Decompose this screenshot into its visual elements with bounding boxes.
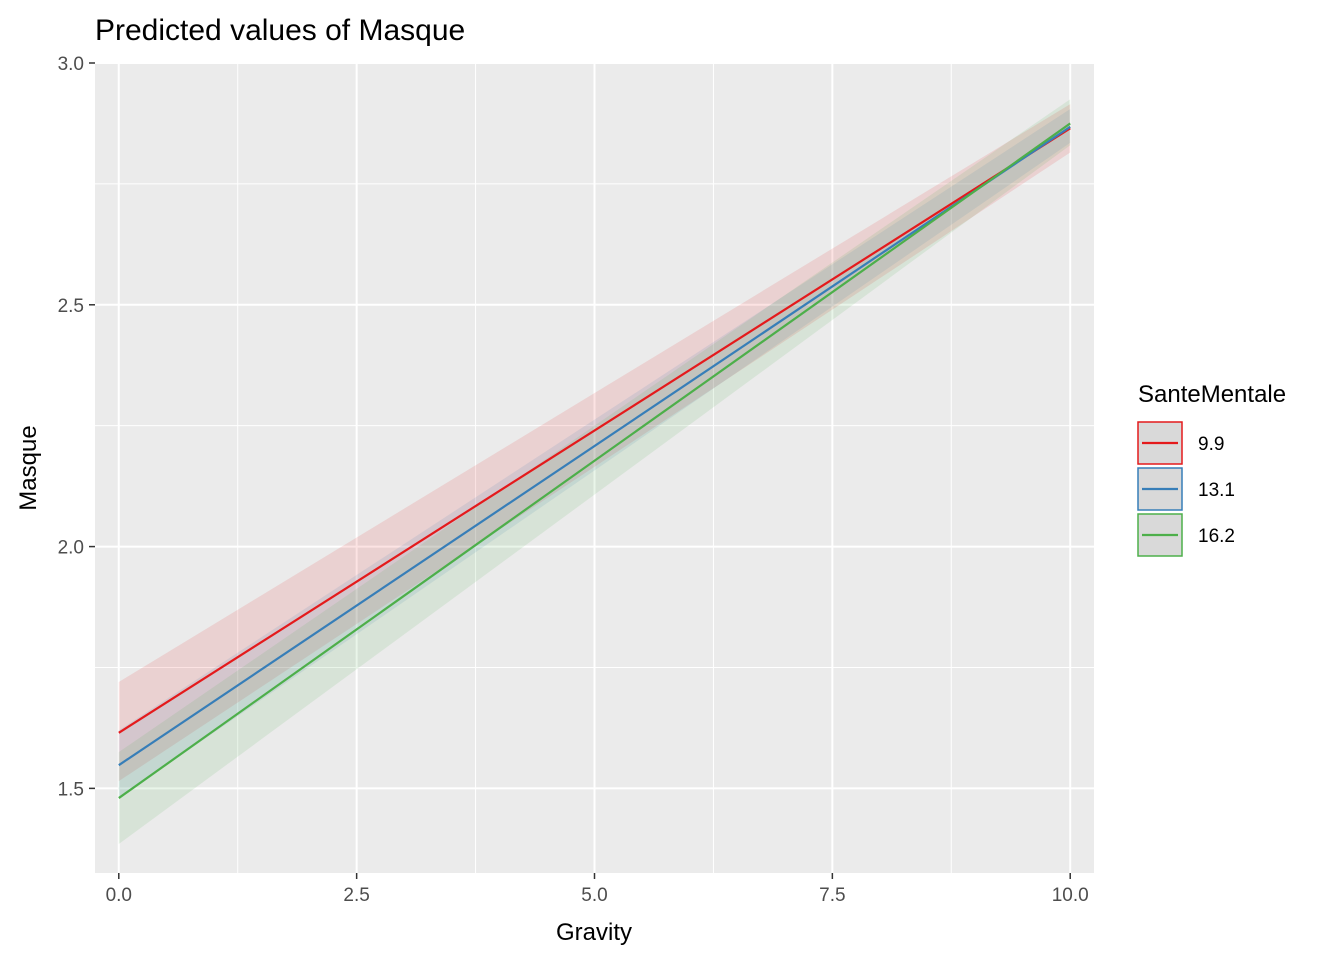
legend: SanteMentale 9.9 13.1 16.2 bbox=[1137, 381, 1286, 557]
y-tick-label: 1.5 bbox=[58, 779, 84, 800]
y-axis-title: Masque bbox=[15, 425, 42, 510]
chart-title: Predicted values of Masque bbox=[95, 14, 465, 47]
ribbon-13.1 bbox=[118, 108, 1071, 799]
legend-label-9.9: 9.9 bbox=[1198, 434, 1224, 455]
line-9.9 bbox=[118, 127, 1071, 734]
x-tick-label: 10.0 bbox=[1052, 885, 1089, 906]
legend-label-13.1: 13.1 bbox=[1198, 480, 1235, 501]
legend-label-16.2: 16.2 bbox=[1198, 526, 1235, 547]
x-axis: 0.0 2.5 5.0 7.5 10.0 bbox=[106, 873, 1089, 906]
line-16.2 bbox=[118, 122, 1071, 799]
y-tick-label: 2.0 bbox=[58, 538, 84, 559]
x-axis-title: Gravity bbox=[556, 919, 632, 946]
y-tick-label: 2.5 bbox=[58, 296, 84, 317]
y-axis: 1.5 2.0 2.5 3.0 bbox=[58, 54, 95, 800]
grid-major bbox=[95, 62, 1094, 873]
y-tick-label: 3.0 bbox=[58, 54, 84, 75]
ribbon-9.9 bbox=[118, 104, 1071, 782]
x-tick-label: 0.0 bbox=[106, 885, 132, 906]
x-tick-label: 2.5 bbox=[343, 885, 369, 906]
x-tick-label: 5.0 bbox=[581, 885, 607, 906]
series-lines bbox=[118, 122, 1071, 799]
x-tick-label: 7.5 bbox=[819, 885, 845, 906]
line-13.1 bbox=[118, 125, 1071, 767]
legend-title: SanteMentale bbox=[1138, 381, 1286, 408]
